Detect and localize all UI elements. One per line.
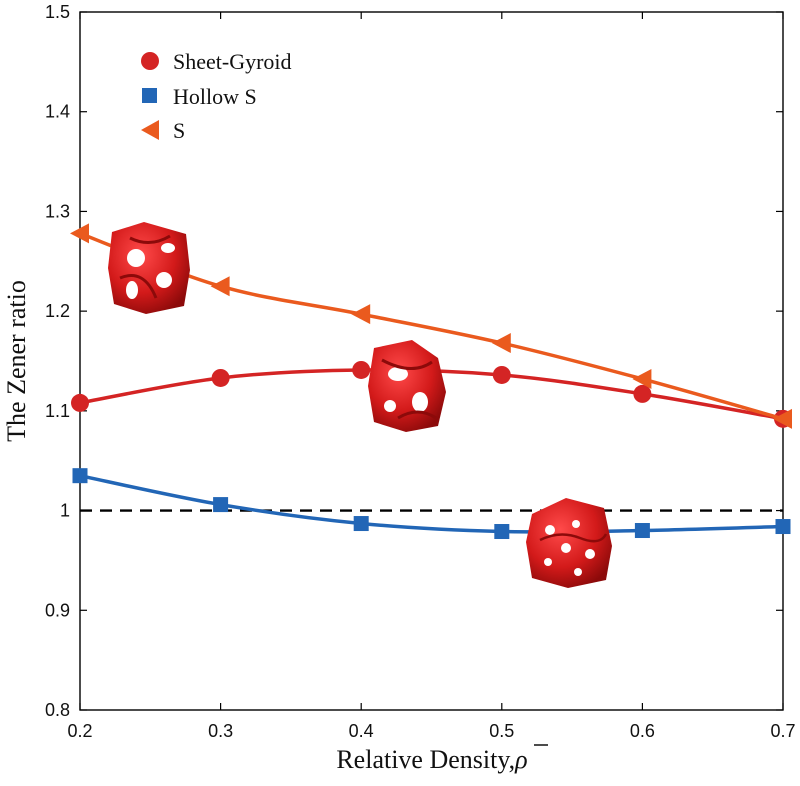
ticks-layer: 0.2 0.3 0.4 0.5 0.6 0.7 0.8 0.9 1 1.1 1.2 1.3 1.4 1.5 — [45, 2, 796, 741]
data-point-s-5 — [773, 408, 792, 429]
lattice-inset-s — [108, 222, 190, 314]
legend-marker-hollow-s — [142, 88, 157, 103]
x-axis-title: Relative Density,ρ — [336, 745, 527, 774]
lattice-inset-sheet-gyroid — [368, 340, 446, 432]
data-point-sheet-gyroid-4 — [633, 384, 652, 403]
legend-label-sheet-gyroid: Sheet-Gyroid — [173, 49, 292, 74]
insets-layer — [108, 222, 612, 588]
x-axis-title-symbol: ρ — [514, 745, 527, 774]
data-point-sheet-gyroid-0 — [71, 393, 89, 412]
x-axis-title-text: Relative Density, — [336, 745, 515, 774]
y-axis-title: The Zener ratio — [2, 280, 31, 442]
y-tick-label-5: 1.3 — [45, 201, 70, 221]
x-tick-label-5: 0.7 — [770, 721, 795, 741]
x-tick-label-1: 0.3 — [208, 721, 233, 741]
y-tick-label-3: 1.1 — [45, 401, 70, 421]
y-tick-label-4: 1.2 — [45, 301, 70, 321]
data-point-s-1 — [210, 276, 230, 297]
series-line-s — [78, 231, 785, 421]
legend-marker-s — [141, 120, 159, 140]
data-point-sheet-gyroid-3 — [492, 365, 511, 384]
y-tick-label-7: 1.5 — [45, 2, 70, 22]
legend-marker-sheet-gyroid — [141, 52, 159, 70]
data-point-s-2 — [351, 304, 371, 325]
x-tick-label-2: 0.4 — [349, 721, 374, 741]
y-tick-label-0: 0.8 — [45, 700, 70, 720]
data-point-sheet-gyroid-1 — [211, 368, 230, 387]
x-tick-label-4: 0.6 — [630, 721, 655, 741]
y-tick-label-1: 0.9 — [45, 600, 70, 620]
data-point-hollow-s-5 — [775, 519, 791, 535]
lattice-inset-hollow-s — [526, 498, 612, 588]
y-tick-label-2: 1 — [60, 501, 70, 521]
data-point-hollow-s-2 — [353, 516, 369, 532]
x-tick-label-0: 0.2 — [67, 721, 92, 741]
legend: Sheet-Gyroid Hollow S S — [141, 49, 292, 143]
data-point-hollow-s-1 — [213, 497, 229, 513]
x-tick-label-3: 0.5 — [489, 721, 514, 741]
legend-label-s: S — [173, 118, 185, 143]
data-point-s-0 — [70, 223, 89, 244]
data-point-s-4 — [632, 368, 652, 389]
y-tick-label-6: 1.4 — [45, 102, 70, 122]
data-point-sheet-gyroid-2 — [352, 360, 371, 379]
data-point-hollow-s-0 — [72, 468, 88, 484]
data-point-s-3 — [491, 333, 511, 354]
data-point-hollow-s-4 — [634, 523, 650, 539]
data-point-hollow-s-3 — [494, 524, 510, 540]
series-line-hollow-s — [78, 473, 785, 534]
legend-label-hollow-s: Hollow S — [173, 84, 257, 109]
